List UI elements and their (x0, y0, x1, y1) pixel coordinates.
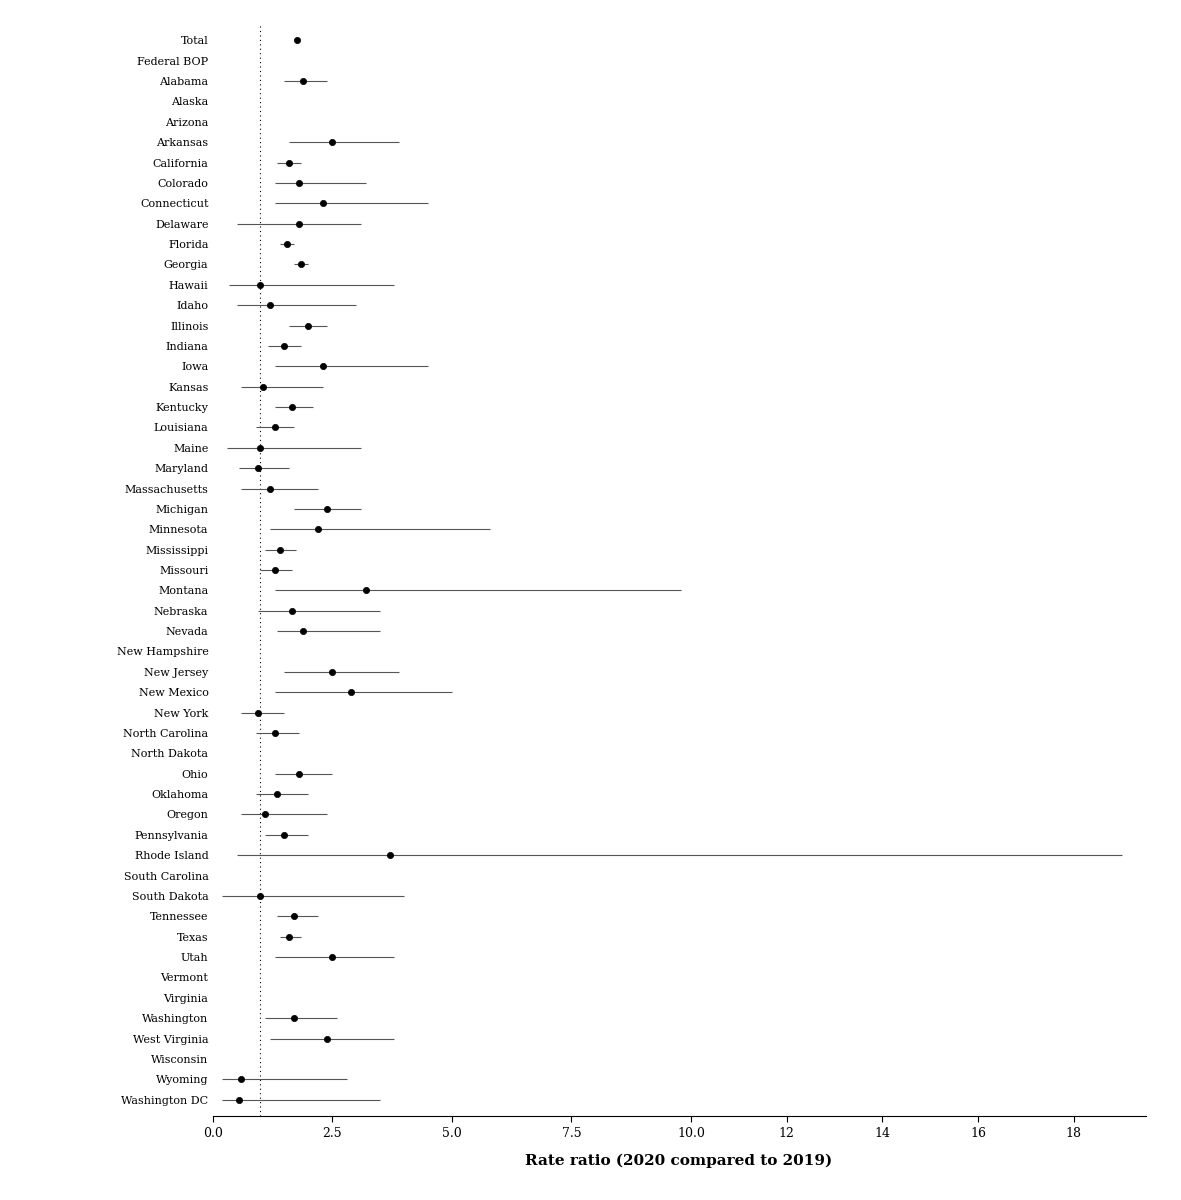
X-axis label: Rate ratio (2020 compared to 2019): Rate ratio (2020 compared to 2019) (526, 1154, 833, 1169)
